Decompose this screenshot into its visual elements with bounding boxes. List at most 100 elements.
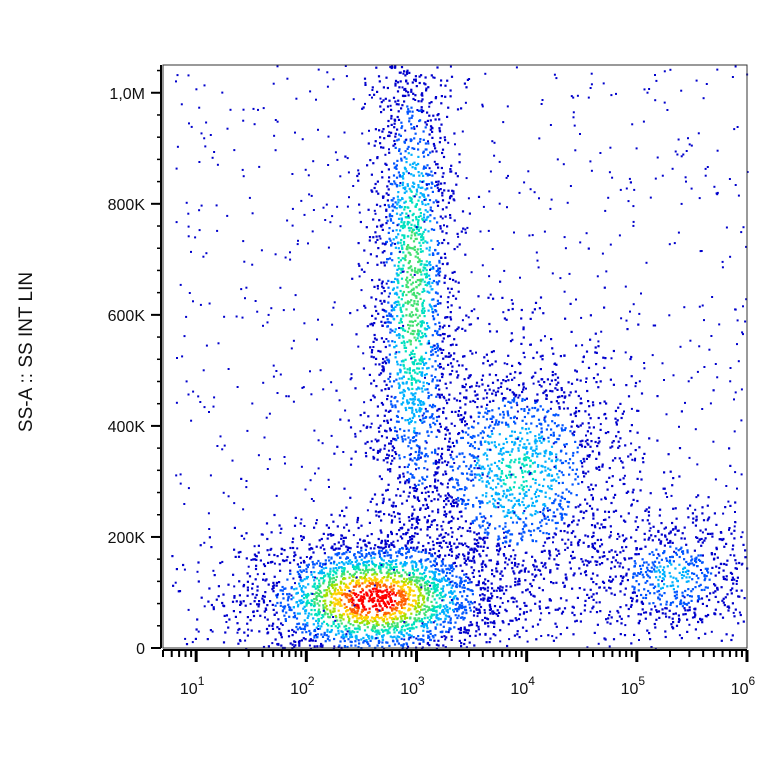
data-point <box>591 572 595 575</box>
data-point <box>405 642 408 645</box>
data-point <box>327 616 330 619</box>
data-point <box>449 168 452 171</box>
data-point <box>436 114 439 117</box>
data-point <box>352 585 355 588</box>
data-point <box>420 563 423 566</box>
data-point <box>416 337 419 340</box>
data-point <box>227 626 230 629</box>
data-point <box>411 110 414 113</box>
data-point <box>467 588 470 591</box>
data-point <box>472 557 475 560</box>
data-point <box>337 552 340 555</box>
data-point <box>348 573 352 576</box>
data-point <box>412 622 415 625</box>
data-point <box>445 512 448 516</box>
data-point <box>463 638 467 641</box>
data-point <box>269 600 272 603</box>
data-point <box>406 330 409 333</box>
data-point <box>449 373 452 376</box>
data-point <box>394 404 397 407</box>
data-point <box>418 445 421 448</box>
data-point <box>386 576 389 579</box>
data-point <box>306 565 309 569</box>
data-point <box>454 280 457 283</box>
data-point <box>437 511 440 514</box>
data-point <box>413 336 416 339</box>
data-point <box>523 398 526 401</box>
data-point <box>525 456 528 459</box>
data-point <box>351 630 354 633</box>
data-point <box>391 329 394 332</box>
data-point <box>197 561 200 564</box>
data-point <box>275 581 278 584</box>
data-point <box>427 340 430 344</box>
data-point <box>447 189 450 192</box>
data-point <box>378 363 381 366</box>
data-point <box>318 539 321 542</box>
data-point <box>429 285 432 288</box>
data-point <box>412 575 415 579</box>
data-point <box>378 546 381 549</box>
data-point <box>468 603 471 606</box>
data-point <box>354 450 357 453</box>
data-point <box>453 338 456 341</box>
data-point <box>448 324 451 328</box>
data-point <box>453 248 456 251</box>
data-point <box>459 406 462 409</box>
data-point <box>452 562 455 565</box>
data-point <box>407 262 410 265</box>
data-point <box>304 612 307 615</box>
data-point <box>387 454 391 457</box>
data-point <box>345 627 348 630</box>
data-point <box>295 625 298 629</box>
data-point <box>480 598 483 601</box>
data-point <box>388 227 391 230</box>
data-point <box>434 634 437 637</box>
data-point <box>381 501 384 505</box>
data-point <box>311 639 314 642</box>
data-point <box>413 302 416 305</box>
data-point <box>436 589 439 592</box>
data-point <box>380 519 383 522</box>
data-point <box>397 191 400 194</box>
data-point <box>436 243 440 246</box>
data-point <box>410 382 413 385</box>
data-point <box>340 588 343 591</box>
data-point <box>523 465 526 468</box>
data-point <box>304 638 307 641</box>
data-point <box>427 591 430 594</box>
data-point <box>375 633 378 636</box>
data-point <box>383 612 386 615</box>
data-point <box>391 625 394 628</box>
data-point <box>219 561 222 565</box>
data-point <box>380 616 383 619</box>
data-point <box>374 182 377 186</box>
data-point <box>469 435 472 439</box>
data-point <box>397 138 400 141</box>
data-point <box>387 125 390 128</box>
data-point <box>471 445 474 448</box>
data-point <box>534 452 537 455</box>
data-point <box>428 590 431 593</box>
data-point <box>423 357 426 360</box>
data-point <box>569 430 572 433</box>
data-point <box>395 582 398 585</box>
data-point <box>378 617 381 620</box>
data-point <box>459 582 462 585</box>
data-point <box>391 288 395 291</box>
data-point <box>397 591 400 594</box>
data-point <box>461 569 464 572</box>
data-point <box>576 378 579 381</box>
data-point <box>345 523 348 526</box>
data-point <box>402 177 405 180</box>
data-point <box>420 172 423 175</box>
data-point <box>389 418 393 421</box>
data-point <box>383 513 386 516</box>
data-point <box>420 74 423 77</box>
data-point <box>401 267 404 270</box>
data-point <box>358 622 362 625</box>
data-point <box>438 261 441 264</box>
data-point <box>592 377 596 380</box>
data-point <box>433 564 437 567</box>
data-point <box>418 208 421 211</box>
